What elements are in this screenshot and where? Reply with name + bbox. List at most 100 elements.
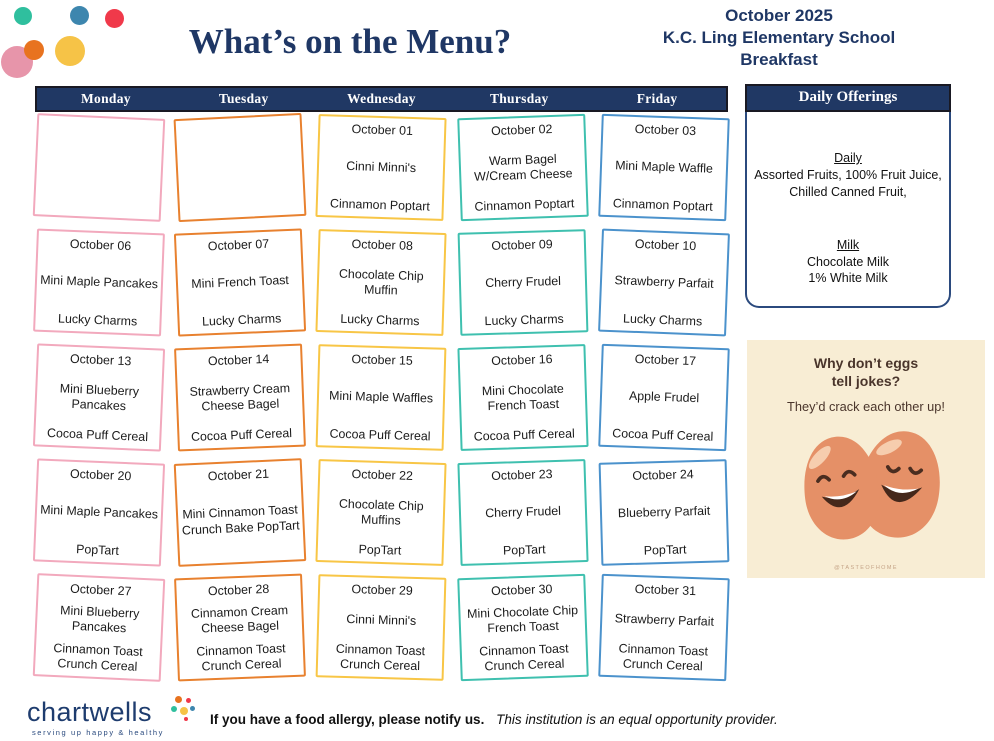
cell-entree: Mini Maple Pancakes: [39, 502, 159, 522]
menu-cell-oct-16: October 16 Mini Chocolate French Toast C…: [457, 344, 589, 451]
cell-side: PopTart: [502, 542, 546, 558]
menu-cell-oct-02: October 02 Warm Bagel W/Cream Cheese Cin…: [456, 113, 589, 222]
cell-entree: Cherry Frudel: [484, 274, 561, 291]
equal-opportunity-note: This institution is an equal opportunity…: [496, 712, 778, 727]
cell-side: PopTart: [643, 542, 687, 558]
decor-dot-orange-icon: [24, 40, 44, 60]
cell-entree: Cinni Minni's: [346, 159, 417, 176]
milk-heading: Milk: [836, 237, 860, 252]
cell-entree: [38, 120, 160, 215]
menu-cell-oct-09: October 09 Cherry Frudel Lucky Charms: [457, 229, 589, 336]
school-label: K.C. Ling Elementary School: [662, 28, 896, 48]
cell-side: Lucky Charms: [622, 311, 703, 329]
cell-side: Lucky Charms: [340, 311, 421, 329]
daily-offerings-body: Daily Assorted Fruits, 100% Fruit Juice,…: [745, 112, 951, 308]
menu-cell-oct-24: October 24 Blueberry Parfait PopTart: [598, 459, 730, 566]
cell-side: Cinnamon Toast Crunch Cereal: [618, 641, 708, 674]
cell-side: Cinnamon Poptart: [612, 196, 713, 214]
menu-calendar-grid: October 01 Cinni Minni's Cinnamon Poptar…: [32, 112, 730, 682]
cell-entree: Mini Blueberry Pancakes: [59, 603, 140, 636]
menu-cell-oct-23: October 23 Cherry Frudel PopTart: [457, 459, 589, 566]
menu-cell-oct-10: October 10 Strawberry Parfait Lucky Char…: [597, 228, 730, 337]
decor-dot-red-icon: [105, 9, 124, 28]
joke-watermark: @TASTEOFHOME: [834, 565, 898, 571]
menu-cell-oct-13: October 13 Mini Blueberry Pancakes Cocoa…: [32, 343, 166, 452]
menu-cell-oct-06: October 06 Mini Maple Pancakes Lucky Cha…: [33, 228, 166, 337]
cell-side: Cinnamon Poptart: [330, 196, 431, 214]
menu-cell-oct-22: October 22 Chocolate Chip Muffins PopTar…: [315, 459, 448, 566]
cell-side: Cinnamon Poptart: [473, 196, 575, 214]
cell-entree: Chocolate Chip Muffins: [339, 496, 425, 528]
cell-entree: Cinni Minni's: [346, 611, 417, 628]
menu-cell-oct-28: October 28 Cinnamon Cream Cheese Bagel C…: [174, 573, 307, 682]
daily-items: Assorted Fruits, 100% Fruit Juice, Chill…: [754, 167, 942, 199]
logo-wordmark: chartwells: [27, 697, 153, 727]
cell-entree: Warm Bagel W/Cream Cheese: [473, 151, 573, 184]
cell-side: Cinnamon Toast Crunch Cereal: [53, 640, 144, 674]
laughing-eggs-illustration: [804, 431, 940, 540]
menu-cell-oct-31: October 31 Strawberry Parfait Cinnamon T…: [598, 573, 730, 682]
cell-entree: Apple Frudel: [628, 389, 700, 406]
cell-entree: Mini Maple Waffles: [329, 388, 434, 406]
joke-answer: They’d crack each other up!: [787, 399, 945, 414]
menu-cell-oct-07: October 07 Mini French Toast Lucky Charm…: [174, 228, 307, 337]
cell-side: Lucky Charms: [483, 311, 564, 328]
day-header-monday: Monday: [80, 91, 131, 106]
cell-entree: Mini Chocolate French Toast: [481, 381, 564, 414]
cell-entree: Mini French Toast: [191, 273, 290, 292]
menu-cell-oct-20: October 20 Mini Maple Pancakes PopTart: [32, 458, 166, 567]
joke-card: Why don’t eggs tell jokes? They’d crack …: [747, 340, 985, 578]
daily-offerings-title: Daily Offerings: [745, 84, 951, 112]
cell-entree: Blueberry Parfait: [617, 504, 711, 521]
cell-entree: Strawberry Parfait: [614, 611, 714, 629]
cell-side: PopTart: [358, 542, 402, 558]
menu-cell-oct-14: October 14 Strawberry Cream Cheese Bagel…: [174, 343, 307, 452]
menu-cell-oct-01: October 01 Cinni Minni's Cinnamon Poptar…: [315, 114, 448, 221]
logo-dots-icon: [171, 695, 199, 723]
menu-cell-oct-03: October 03 Mini Maple Waffle Cinnamon Po…: [598, 113, 730, 222]
logo-tagline: serving up happy & healthy: [31, 728, 165, 737]
milk-item: 1% White Milk: [808, 271, 888, 286]
cell-side: Lucky Charms: [57, 311, 138, 329]
decor-dot-teal-icon: [14, 7, 32, 25]
decor-dot-yellow-icon: [55, 36, 85, 66]
decor-dot-blue-icon: [70, 6, 89, 25]
cell-entree: Mini Blueberry Pancakes: [59, 381, 140, 414]
page-title: What’s on the Menu?: [188, 22, 512, 61]
cell-entree: Chocolate Chip Muffin: [339, 266, 425, 298]
daily-heading: Daily: [834, 151, 862, 165]
day-header-tuesday: Tuesday: [218, 91, 269, 106]
meal-label: Breakfast: [740, 50, 818, 70]
cell-entree: Mini Cinnamon Toast Crunch Bake PopTart: [181, 502, 301, 538]
menu-cell-oct-08: October 08 Chocolate Chip Muffin Lucky C…: [315, 229, 448, 336]
cell-side: Cocoa Puff Cereal: [329, 426, 432, 444]
cell-entree: Mini Maple Pancakes: [39, 273, 159, 292]
menu-cell-oct-29: October 29 Cinni Minni's Cinnamon Toast …: [315, 574, 448, 681]
chartwells-logo: chartwells serving up happy & healthy: [27, 696, 195, 737]
cell-entree: Mini Chocolate Chip French Toast: [466, 603, 578, 636]
month-label: October 2025: [725, 6, 833, 25]
daily-offerings-panel: Daily Offerings Daily Assorted Fruits, 1…: [745, 84, 951, 308]
cell-entree: Mini Maple Waffle: [614, 158, 713, 177]
menu-cell-oct-30: October 30 Mini Chocolate Chip French To…: [456, 573, 589, 682]
cell-entree: Cinnamon Cream Cheese Bagel: [190, 603, 289, 636]
cell-side: Cinnamon Toast Crunch Cereal: [478, 641, 569, 674]
cell-entree: Strawberry Cream Cheese Bagel: [189, 380, 291, 414]
menu-cell-oct-15: October 15 Mini Maple Waffles Cocoa Puff…: [315, 344, 448, 451]
day-header-thursday: Thursday: [489, 91, 549, 106]
day-header-bar: Monday Tuesday Wednesday Thursday Friday: [35, 86, 728, 112]
cell-entree: Cherry Frudel: [484, 504, 561, 521]
menu-cell-empty-1: [32, 113, 166, 222]
school-info: October 2025 K.C. Ling Elementary School…: [612, 5, 946, 71]
milk-item: Chocolate Milk: [807, 254, 889, 269]
cell-side: Cinnamon Toast Crunch Cereal: [336, 641, 426, 673]
day-header-friday: Friday: [636, 91, 678, 106]
allergy-notice: If you have a food allergy, please notif…: [210, 712, 485, 727]
cell-side: Cocoa Puff Cereal: [611, 426, 714, 444]
menu-cell-empty-2: [173, 112, 307, 223]
cell-side: Cocoa Puff Cereal: [190, 425, 293, 444]
menu-cell-oct-17: October 17 Apple Frudel Cocoa Puff Cerea…: [598, 343, 730, 452]
menu-cell-oct-21: October 21 Mini Cinnamon Toast Crunch Ba…: [173, 458, 307, 567]
cell-side: Cocoa Puff Cereal: [473, 426, 575, 444]
